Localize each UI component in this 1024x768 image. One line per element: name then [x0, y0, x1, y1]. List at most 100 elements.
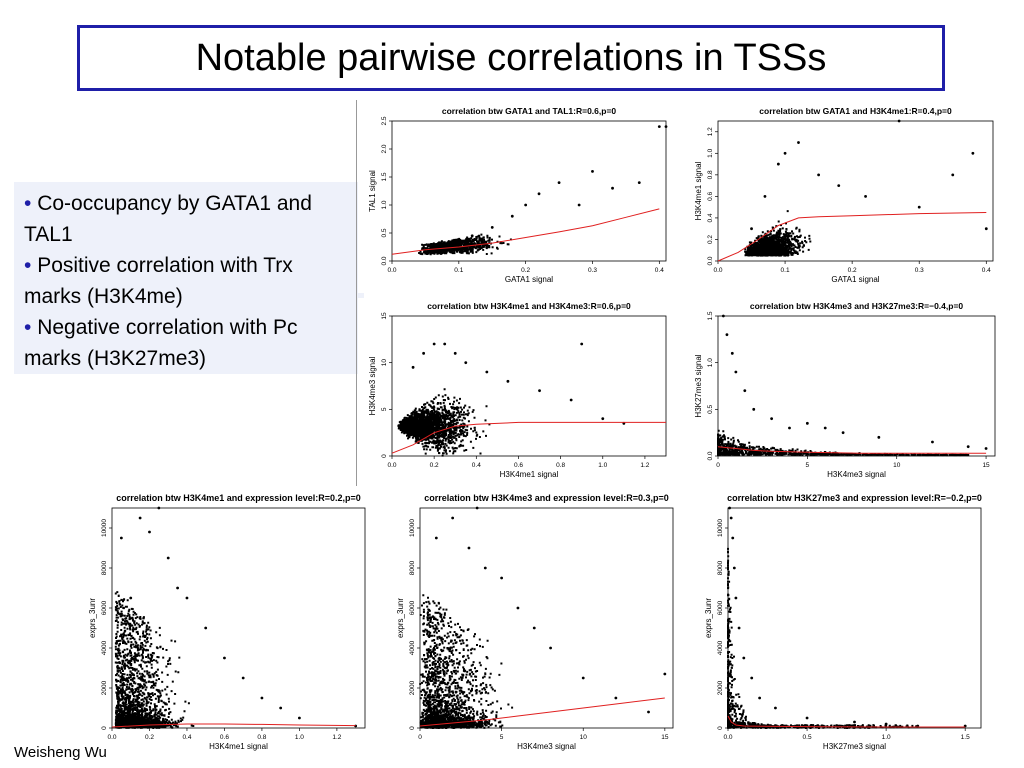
chart-title: correlation btw H3K4me3 and H3K27me3:R=−…: [750, 301, 964, 311]
data-point: [223, 656, 226, 660]
data-point: [532, 626, 536, 630]
data-point: [763, 194, 767, 198]
data-point: [897, 119, 901, 123]
y-tick-label: 1.0: [707, 358, 714, 367]
y-tick-label: 10: [381, 359, 388, 367]
data-point: [750, 676, 754, 680]
x-tick-label: 1.2: [332, 734, 341, 741]
y-tick-label: 0.4: [707, 213, 714, 222]
data-point: [917, 205, 921, 209]
scatter-plot-svg: correlation btw H3K4me3 and expression l…: [396, 493, 674, 751]
y-tick-label: 15: [381, 312, 388, 320]
data-point: [464, 361, 468, 365]
data-point: [774, 706, 777, 710]
chart-gata1-tal1: correlation btw GATA1 and TAL1:R=0.6,p=0…: [358, 103, 678, 293]
x-tick-label: 0.2: [430, 462, 439, 469]
y-tick-label: 0.6: [707, 191, 714, 200]
data-point: [743, 389, 747, 393]
y-tick-label: 10000: [409, 519, 416, 537]
x-tick-label: 0.0: [387, 462, 396, 469]
data-point: [581, 676, 585, 680]
y-tick-label: 1.5: [707, 311, 714, 320]
scatter-plot-svg: correlation btw GATA1 and H3K4me1:R=0.4,…: [694, 106, 994, 284]
x-tick-label: 0.2: [848, 267, 857, 274]
y-tick-label: 2000: [717, 680, 724, 695]
data-point: [884, 722, 888, 726]
data-point: [591, 170, 594, 173]
y-tick-label: 0: [409, 726, 416, 730]
x-tick-label: 0.0: [723, 734, 732, 741]
data-point: [537, 192, 541, 196]
y-tick-label: 1.5: [381, 172, 388, 181]
x-tick-label: 15: [661, 734, 669, 741]
y-tick-label: 0: [381, 454, 388, 458]
chart-title: correlation btw H3K4me3 and expression l…: [424, 493, 669, 503]
y-tick-label: 1.0: [707, 148, 714, 157]
y-tick-label: 0.8: [707, 170, 714, 179]
x-tick-label: 0.6: [514, 462, 523, 469]
y-axis-label: H3K4me3 signal: [368, 356, 377, 415]
data-point: [422, 351, 426, 355]
data-point: [298, 716, 301, 720]
data-point: [611, 186, 614, 190]
fit-line: [717, 212, 987, 262]
data-point: [437, 245, 441, 249]
data-point: [837, 184, 841, 188]
x-axis-label: H3K27me3 signal: [823, 742, 886, 751]
data-point: [580, 342, 584, 346]
point-cloud: [727, 547, 919, 729]
data-point: [783, 151, 787, 155]
data-point: [637, 181, 641, 184]
x-axis-label: H3K4me1 signal: [209, 742, 268, 751]
y-tick-label: 4000: [409, 640, 416, 655]
plot-frame: [111, 507, 366, 729]
data-point: [931, 440, 934, 444]
y-tick-label: 10000: [101, 519, 108, 537]
fit-line: [111, 723, 356, 728]
data-point: [176, 586, 179, 590]
data-point: [742, 656, 746, 660]
data-point: [241, 676, 245, 680]
x-tick-label: 0.4: [182, 734, 191, 741]
data-point: [577, 203, 581, 207]
data-point: [750, 227, 753, 231]
x-axis-label: H3K4me3 signal: [827, 470, 886, 479]
scatter-plot-svg: correlation btw H3K27me3 and expression …: [704, 493, 982, 751]
data-point: [166, 556, 170, 560]
data-point: [434, 536, 438, 540]
x-tick-label: 0.2: [521, 267, 530, 274]
data-point: [260, 696, 264, 700]
x-tick-label: 1.0: [295, 734, 304, 741]
x-tick-label: 0: [418, 734, 422, 741]
data-point: [823, 426, 827, 430]
data-point: [664, 125, 668, 128]
data-point: [185, 596, 189, 600]
data-point: [157, 506, 161, 510]
fit-line: [727, 715, 966, 728]
y-tick-label: 4000: [101, 640, 108, 655]
y-tick-label: 8000: [409, 560, 416, 575]
data-point: [614, 696, 618, 700]
data-point: [549, 646, 552, 650]
data-point: [729, 516, 733, 520]
y-tick-label: 1.0: [381, 200, 388, 209]
data-point: [734, 370, 738, 374]
data-point: [725, 333, 729, 337]
x-tick-label: 1.0: [882, 734, 891, 741]
plot-frame: [391, 120, 667, 262]
fit-line: [419, 697, 665, 727]
x-tick-label: 0.3: [915, 267, 924, 274]
x-tick-label: 0.0: [387, 267, 396, 274]
x-tick-label: 0.4: [982, 267, 991, 274]
y-tick-label: 2000: [101, 680, 108, 695]
y-tick-label: 0.0: [707, 256, 714, 265]
data-point: [657, 125, 661, 128]
data-point: [485, 370, 489, 374]
fit-line: [717, 446, 987, 454]
x-tick-label: 0.0: [107, 734, 116, 741]
x-tick-label: 0.1: [454, 267, 463, 274]
data-point: [443, 342, 447, 346]
chart-title: correlation btw GATA1 and H3K4me1:R=0.4,…: [759, 106, 952, 116]
data-point: [129, 596, 133, 600]
data-point: [752, 407, 756, 411]
